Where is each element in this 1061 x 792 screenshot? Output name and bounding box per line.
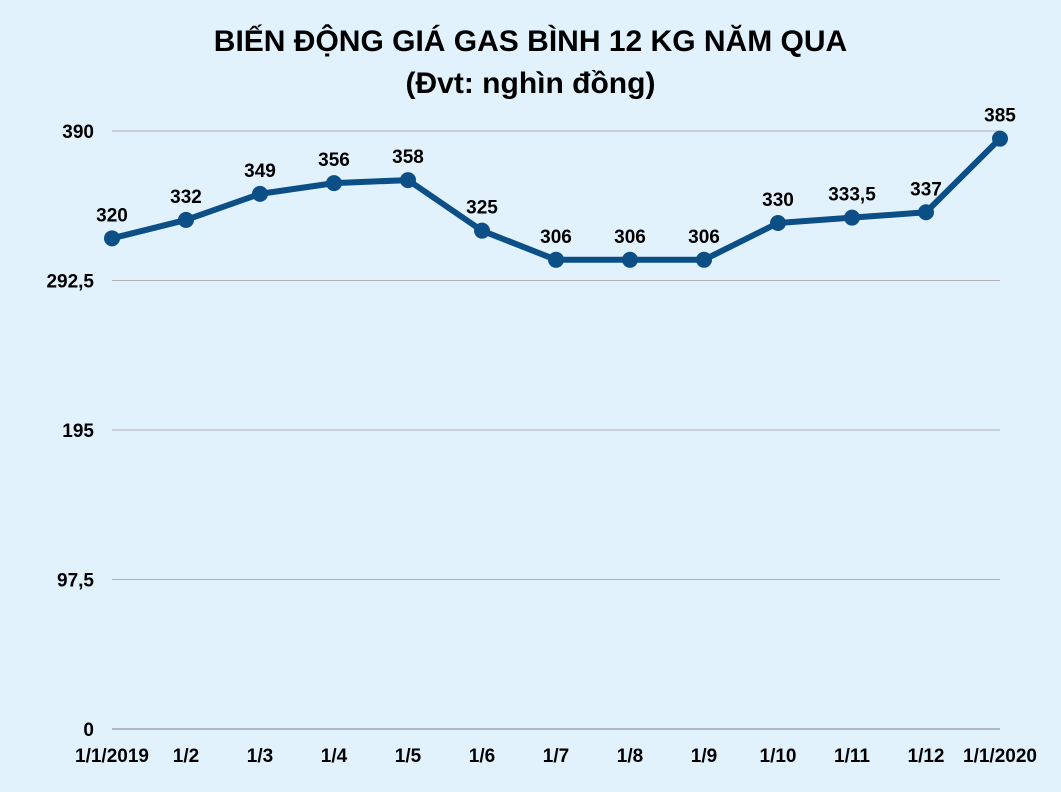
data-point <box>992 130 1008 147</box>
y-tick-label: 195 <box>62 421 94 442</box>
chart-title: BIẾN ĐỘNG GIÁ GAS BÌNH 12 KG NĂM QUA <box>213 25 848 58</box>
data-point <box>474 222 490 239</box>
x-tick-label: 1/6 <box>469 746 495 767</box>
data-point <box>400 172 416 189</box>
data-label: 356 <box>318 150 350 171</box>
x-tick-label: 1/1/2020 <box>963 746 1037 767</box>
data-point <box>252 185 268 202</box>
data-label: 358 <box>392 147 424 168</box>
data-point <box>696 251 712 268</box>
data-label: 306 <box>614 227 646 248</box>
x-tick-label: 1/3 <box>247 746 273 767</box>
data-label: 306 <box>540 227 572 248</box>
y-tick-label: 0 <box>83 720 94 741</box>
data-label: 332 <box>170 187 202 208</box>
data-label: 385 <box>984 106 1016 127</box>
chart-subtitle: (Đvt: nghìn đồng) <box>405 67 656 100</box>
data-label: 333,5 <box>828 185 876 206</box>
data-point <box>178 211 194 228</box>
data-point <box>548 251 564 268</box>
x-tick-label: 1/5 <box>395 746 422 767</box>
x-tick-label: 1/12 <box>908 746 945 767</box>
data-point <box>622 251 638 268</box>
data-point <box>844 209 860 226</box>
data-point <box>104 230 120 247</box>
data-point <box>326 175 342 192</box>
x-tick-label: 1/2 <box>173 746 199 767</box>
data-point <box>918 204 934 221</box>
x-tick-label: 1/1/2019 <box>75 746 149 767</box>
x-tick-label: 1/10 <box>760 746 797 767</box>
data-label: 320 <box>96 205 128 226</box>
data-label: 349 <box>244 161 276 182</box>
x-tick-label: 1/4 <box>321 746 348 767</box>
x-tick-label: 1/11 <box>834 746 870 767</box>
y-tick-label: 390 <box>62 122 94 143</box>
y-tick-label: 97,5 <box>57 571 94 592</box>
data-label: 337 <box>910 179 942 200</box>
data-point <box>770 215 786 231</box>
data-label: 306 <box>688 227 720 248</box>
x-tick-label: 1/7 <box>543 746 569 767</box>
data-label: 330 <box>762 190 794 211</box>
x-tick-label: 1/9 <box>691 746 717 767</box>
data-label: 325 <box>466 198 498 219</box>
x-tick-label: 1/8 <box>617 746 643 767</box>
y-tick-label: 292,5 <box>46 272 94 293</box>
